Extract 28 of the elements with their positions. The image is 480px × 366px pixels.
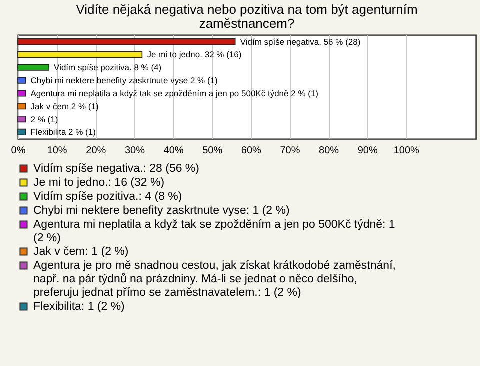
- legend-label: Jak v čem: 1 (2 %): [34, 246, 129, 258]
- x-tick-label: 80%: [319, 146, 340, 156]
- x-tick-label: 90%: [358, 146, 378, 156]
- data-label: Chybi mi nektere benefity zaskrtnute vyse 2 % (1): [30, 76, 218, 86]
- x-tick-label: 40%: [164, 146, 184, 156]
- legend-label: Agentura mi neplatila a když tak se zpožděním a jen po 500Kč týdně: 1 (2 %): [34, 218, 396, 244]
- legend-label: Chybi mi nektere benefity zaskrtnute vyse: 1 (2 %): [34, 204, 290, 217]
- data-label: Vidím spíše negativa. 56 % (28): [240, 36, 361, 47]
- x-tick-label: 50%: [202, 146, 223, 156]
- data-label: Flexibilita 2 % (1): [30, 127, 96, 138]
- x-tick-label: 100%: [394, 146, 420, 156]
- data-label: Agentura mi neplatila a když tak se zpožděním a jen po 500Kč týdně 2 % (1): [30, 88, 319, 98]
- data-label: 2 % (1): [30, 114, 58, 124]
- legend-label: Je mi to jedno.: 16 (32 %): [34, 176, 165, 189]
- x-tick-label: 20%: [86, 146, 106, 156]
- x-tick-label: 0%: [11, 146, 26, 156]
- x-tick-label: 10%: [47, 146, 68, 156]
- x-tick-label: 60%: [241, 146, 262, 156]
- legend-label: Agentura je pro mě snadnou cestou, jak získat krátkodobé zaměstnání, např. na pár týdnů na prázdniny. Má-li se jednat o něco delšího, preferuju jednat přímo se zaměstnavatelem.: 1 (2 %): [34, 260, 396, 299]
- legend-label: Vidím spíše negativa.: 28 (56 %): [34, 162, 200, 175]
- chart-title: Vidíte nějaká negativa nebo pozitiva na tom být agenturním zaměstnancem?: [76, 2, 418, 31]
- data-label: Je mi to jedno. 32 % (16): [147, 50, 242, 60]
- data-label: Vidím spíše pozitiva. 8 % (4): [54, 62, 162, 73]
- x-tick-label: 70%: [280, 146, 300, 156]
- x-tick-label: 30%: [124, 146, 146, 156]
- data-label: Jak v čem 2 % (1): [30, 101, 99, 112]
- legend-label: Vidím spíše pozitiva.: 4 (8 %): [34, 190, 182, 203]
- legend-label: Flexibilita: 1 (2 %): [34, 300, 126, 313]
